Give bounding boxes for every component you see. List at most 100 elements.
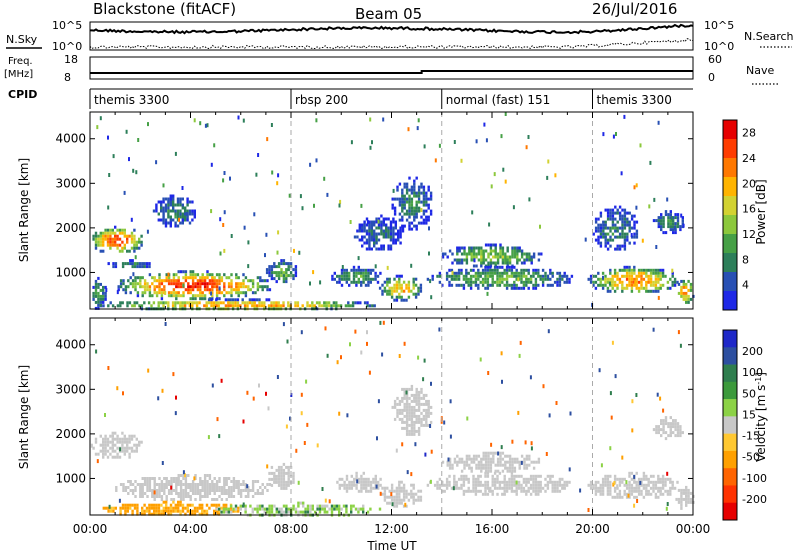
heatmap-cell [618, 280, 622, 284]
heatmap-cell [267, 406, 270, 411]
heatmap-cell [368, 244, 371, 248]
heatmap-cell [148, 503, 151, 507]
heatmap-cell [398, 495, 401, 499]
heatmap-cell [606, 492, 610, 496]
heatmap-cell [139, 495, 142, 498]
heatmap-cell [261, 483, 264, 486]
heatmap-cell [613, 283, 617, 287]
heatmap-cell [111, 443, 114, 447]
heatmap-cell [199, 291, 202, 295]
heatmap-cell [213, 498, 216, 501]
heatmap-cell [612, 482, 615, 487]
heatmap-cell [481, 271, 485, 275]
heatmap-cell [237, 291, 240, 295]
heatmap-cell [215, 298, 218, 302]
heatmap-cell [606, 241, 610, 245]
heatmap-cell [259, 276, 262, 280]
heatmap-cell [499, 454, 502, 458]
heatmap-cell [667, 219, 670, 223]
heatmap-cell [244, 285, 248, 289]
heatmap-cell [285, 480, 288, 484]
heatmap-cell [422, 417, 426, 421]
heatmap-cell [277, 274, 281, 278]
heatmap-cell [170, 498, 173, 501]
heatmap-cell [415, 176, 418, 180]
heatmap-cell [635, 495, 638, 499]
heatmap-cell [609, 235, 612, 239]
heatmap-cell [645, 483, 648, 487]
heatmap-cell [657, 428, 660, 432]
heatmap-cell [227, 276, 231, 280]
heatmap-cell [216, 510, 219, 515]
heatmap-cell [104, 294, 107, 298]
heatmap-cell [505, 486, 509, 490]
heatmap-cell [390, 289, 394, 293]
heatmap-cell [401, 203, 404, 207]
heatmap-cell [501, 480, 504, 484]
heatmap-cell [383, 489, 387, 493]
heatmap-cell [425, 408, 428, 412]
heatmap-cell [479, 280, 482, 284]
heatmap-cell [417, 417, 421, 421]
heatmap-cell [369, 486, 373, 490]
heatmap-cell [153, 509, 156, 513]
heatmap-cell [99, 231, 102, 235]
heatmap-cell [659, 489, 662, 493]
heatmap-cell [131, 262, 134, 266]
heatmap-cell [456, 258, 459, 262]
heatmap-cell [151, 492, 154, 495]
heatmap-cell [179, 212, 182, 216]
heatmap-cell [299, 194, 302, 199]
heatmap-cell [188, 200, 192, 204]
heatmap-cell [285, 504, 288, 508]
heatmap-cell [630, 226, 634, 230]
heatmap-cell [148, 265, 151, 269]
heatmap-cell [282, 462, 286, 466]
heatmap-cell [628, 229, 631, 233]
heatmap-cell [237, 276, 240, 280]
heatmap-cell [469, 268, 473, 272]
heatmap-cell [657, 295, 660, 300]
heatmap-cell [657, 268, 660, 272]
heatmap-cell [609, 289, 612, 293]
heatmap-cell [335, 304, 338, 308]
heatmap-cell [201, 294, 204, 298]
heatmap-cell [347, 304, 350, 308]
heatmap-cell [215, 282, 219, 286]
heatmap-cell [362, 280, 365, 284]
heatmap-cell [532, 460, 536, 464]
heatmap-cell [477, 252, 481, 256]
heatmap-cell [398, 486, 401, 490]
heatmap-cell [172, 294, 176, 298]
heatmap-cell [194, 477, 197, 480]
heatmap-cell [273, 265, 276, 269]
heatmap-cell [102, 234, 105, 238]
heatmap-cell [292, 504, 295, 508]
heatmap-cell [121, 440, 124, 444]
heatmap-cell [363, 223, 366, 227]
heatmap-cell [477, 274, 480, 278]
heatmap-cell [528, 258, 531, 262]
heatmap-cell [405, 495, 408, 499]
heatmap-cell [420, 423, 423, 427]
heatmap-cell [649, 274, 653, 278]
heatmap-cell [336, 480, 339, 484]
heatmap-cell [158, 486, 161, 489]
heatmap-cell [165, 477, 168, 480]
heatmap-cell [102, 440, 105, 444]
heatmap-cell [664, 483, 667, 487]
heatmap-cell [211, 294, 214, 298]
heatmap-cell [383, 289, 387, 293]
heatmap-cell [365, 247, 369, 251]
heatmap-cell [287, 471, 290, 475]
heatmap-cell [128, 437, 131, 441]
heatmap-cell [343, 480, 346, 484]
heatmap-cell [184, 218, 187, 222]
heatmap-cell [128, 440, 131, 444]
heatmap-cell [287, 301, 290, 305]
heatmap-cell [401, 209, 404, 213]
heatmap-cell [472, 252, 476, 256]
heatmap-cell [489, 463, 493, 467]
heatmap-cell [187, 288, 190, 292]
heatmap-cell [614, 217, 617, 221]
